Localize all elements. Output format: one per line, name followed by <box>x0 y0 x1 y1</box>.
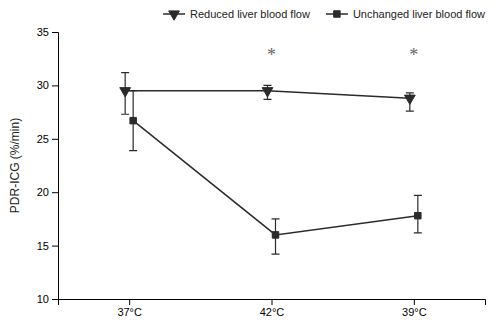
marker <box>404 95 415 104</box>
data-marks <box>120 73 422 255</box>
x-tick: 39°C <box>402 299 427 318</box>
x-axis-line <box>59 300 486 306</box>
y-tick: 15 <box>37 240 58 252</box>
error-bar <box>272 219 280 254</box>
legend-label: Unchanged liver blood flow <box>353 8 485 20</box>
annotation: * <box>409 45 418 65</box>
annotation: * <box>267 45 276 65</box>
marker <box>415 212 421 218</box>
legend-label: Reduced liver blood flow <box>190 8 310 20</box>
annotations: ** <box>267 45 418 65</box>
marker <box>130 117 136 123</box>
y-tick: 25 <box>37 133 58 145</box>
y-tick-mark <box>52 192 58 193</box>
x-tick-mark <box>129 299 130 305</box>
x-tick: 42°C <box>260 299 285 318</box>
legend-symbol <box>169 11 180 20</box>
y-tick-label: 35 <box>37 26 49 38</box>
plot-area: 37°C42°C39°C101520253035** <box>37 26 486 318</box>
y-tick-mark <box>52 139 58 140</box>
x-tick-mark <box>272 299 273 305</box>
x-tick: 37°C <box>117 299 142 318</box>
x-axis: 37°C 42°C 39°C <box>59 299 486 318</box>
x-tick-label: 37°C <box>117 306 142 318</box>
y-tick-mark <box>52 32 58 33</box>
y-tick-label: 30 <box>37 79 49 91</box>
legend-item: Reduced liver blood flow <box>163 8 310 20</box>
series-line <box>133 121 418 235</box>
series <box>129 91 422 254</box>
y-axis-title: PDR-ICG (%/min) <box>8 118 22 213</box>
y-tick: 20 <box>37 186 58 198</box>
y-axis: 10 15 20 25 30 35 <box>37 26 59 305</box>
error-bar <box>414 195 422 232</box>
y-tick-label: 25 <box>37 133 49 145</box>
x-tick-mark <box>414 299 415 305</box>
y-tick: 10 <box>37 293 58 305</box>
y-tick: 30 <box>37 79 58 91</box>
y-tick-mark <box>52 299 58 300</box>
x-tick-label: 42°C <box>260 306 285 318</box>
y-axis-line <box>52 33 59 300</box>
y-tick-mark <box>52 85 58 86</box>
legend: Reduced liver blood flow Unchanged liver … <box>163 8 485 20</box>
legend-item: Unchanged liver blood flow <box>326 8 485 20</box>
chart-svg: 37°C42°C39°C101520253035**PDR-ICG (%/min… <box>0 0 500 329</box>
y-tick: 35 <box>37 26 58 38</box>
y-tick-mark <box>52 246 58 247</box>
y-tick-label: 15 <box>37 240 49 252</box>
marker <box>262 88 273 97</box>
error-bar <box>129 91 137 151</box>
series <box>120 73 415 115</box>
y-tick-label: 20 <box>37 186 49 198</box>
y-tick-label: 10 <box>37 293 49 305</box>
marker <box>120 88 131 97</box>
marker <box>272 232 278 238</box>
legend-symbol <box>334 11 340 17</box>
x-tick-label: 39°C <box>402 306 427 318</box>
